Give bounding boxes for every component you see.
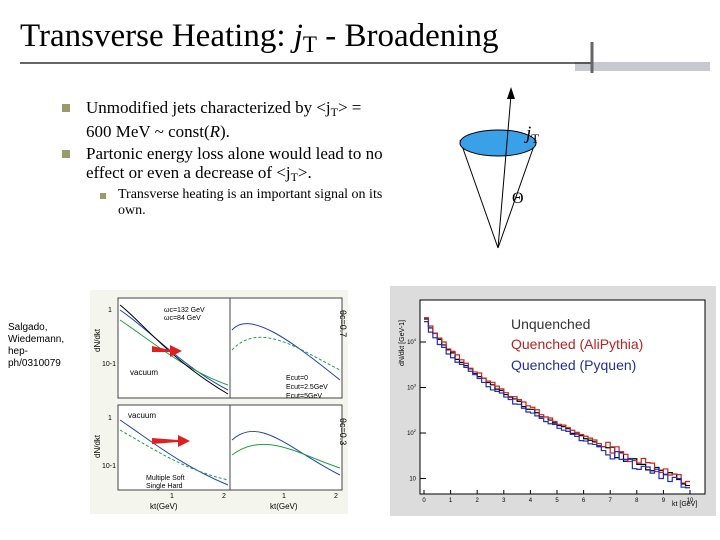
x-tick-label: 8 — [635, 498, 639, 504]
legend: vacuum — [128, 411, 156, 420]
bullet-marker — [62, 150, 70, 158]
panel — [229, 297, 343, 399]
x-tick-label: 7 — [609, 498, 613, 504]
curve — [231, 443, 341, 469]
x-tick-label: 10 — [687, 498, 694, 504]
legend: ωc=132 GeV — [164, 307, 205, 314]
x-tick: 2 — [222, 493, 226, 500]
tick-base: 10 — [407, 431, 414, 437]
sub-bullet: Transverse heating is an important signa… — [118, 187, 388, 219]
text: T — [290, 169, 298, 184]
legend: Single Hard — [146, 483, 183, 490]
text: ). — [220, 121, 230, 141]
tick-base: 10 — [407, 340, 414, 346]
legend: Multiple Soft — [146, 475, 185, 482]
bullet-marker — [100, 193, 106, 199]
title-sub: T — [302, 30, 318, 57]
curve — [119, 429, 229, 481]
x-tick-label: 2 — [476, 498, 480, 504]
legend-entry: Quenched (AliPythia) — [511, 336, 643, 352]
jet-disk — [459, 129, 537, 157]
curve — [119, 304, 229, 395]
text: Transverse heating is an important signa… — [118, 187, 383, 218]
x-tick-label: 4 — [529, 498, 533, 504]
cone-edge — [497, 139, 537, 249]
curve — [119, 419, 229, 486]
x-tick-label: 6 — [582, 498, 586, 504]
y-label: dN/dkt [GeV-1] — [399, 320, 406, 366]
legend: Ecut=2.5GeV — [286, 384, 328, 391]
legend: Ecut=5GeV — [286, 393, 322, 400]
text: Unmodified jets characterized by <j — [86, 98, 331, 117]
curve — [231, 323, 341, 381]
angle: θc=0.3 — [338, 418, 348, 445]
tick-exp: 2 — [414, 428, 417, 433]
x-label: kt [GeV] — [672, 501, 697, 508]
angle-label: Θ — [512, 190, 524, 207]
x-label: kt(GeV) — [150, 502, 178, 511]
panel — [229, 404, 343, 491]
rule-bar — [575, 62, 710, 71]
y-tick-label: 103 — [407, 383, 417, 392]
right-plot: Unquenched Quenched (AliPythia) Quenched… — [390, 286, 716, 516]
cone-edge — [459, 139, 499, 249]
curve — [231, 430, 341, 476]
y-tick-label: 104 — [407, 337, 417, 346]
curve — [231, 336, 341, 371]
legend: ωc=84 GeV — [164, 315, 201, 322]
citation: Salgado, Wiedemann, hep-ph/0310079 — [8, 322, 65, 369]
tick-exp: 4 — [414, 337, 417, 342]
left-plot: ωc=132 GeV ωc=84 GeV vacuum Ecut=0 Ecut=… — [90, 290, 348, 514]
slide-title: Transverse Heating: jT - Broadening — [20, 18, 498, 58]
curve — [119, 309, 229, 391]
bullet: Partonic energy loss alone would lead to… — [86, 144, 386, 187]
jt-arrow — [497, 94, 512, 249]
text: > = 600 MeV ~ const( — [86, 98, 362, 141]
y-tick-label: 102 — [407, 428, 417, 437]
y-label: dN/dkt — [93, 328, 102, 352]
y-tick: 10-1 — [102, 463, 116, 470]
legend-entry: Quenched (Pyquen) — [511, 357, 636, 373]
red-arrow — [152, 435, 190, 447]
jt-label: jT — [523, 123, 539, 146]
x-tick-label: 5 — [555, 498, 559, 504]
y-tick: 1 — [108, 307, 112, 314]
x-label: kt(GeV) — [270, 502, 298, 511]
legend: vacuum — [130, 368, 158, 377]
bullet: Unmodified jets characterized by <jT> = … — [86, 98, 386, 141]
x-tick: 1 — [282, 493, 286, 500]
text: R — [209, 121, 221, 141]
tick-base: 10 — [407, 386, 414, 392]
tick-base: 10 — [409, 477, 416, 483]
y-label: dN/dkt — [93, 434, 102, 458]
plot-area — [419, 299, 706, 495]
x-tick-label: 0 — [422, 498, 426, 504]
x-tick-label: 9 — [662, 498, 666, 504]
title-italic: j — [293, 18, 303, 54]
angle: θc=0.7 — [338, 310, 348, 337]
arrow-head — [507, 87, 515, 99]
title-text: Transverse Heating: — [20, 18, 294, 54]
y-tick-label: 10 — [409, 477, 416, 483]
text: T — [330, 104, 338, 119]
text: Partonic energy loss alone would lead to… — [86, 144, 383, 182]
y-tick: 1 — [108, 415, 112, 422]
y-tick: 10-1 — [102, 361, 116, 368]
tick-exp: 3 — [414, 383, 417, 388]
legend: Ecut=0 — [286, 375, 308, 382]
x-tick-label: 1 — [449, 498, 453, 504]
x-tick-label: 3 — [502, 498, 506, 504]
cone-diagram: jT Θ — [459, 87, 539, 249]
red-arrow — [152, 345, 182, 357]
spectrum — [424, 320, 690, 489]
text: >. — [297, 163, 312, 182]
title-text: - Broadening — [317, 18, 499, 54]
legend-entry: Unquenched — [511, 316, 590, 332]
bullet-marker — [62, 104, 70, 112]
x-tick: 1 — [170, 493, 174, 500]
curve — [119, 319, 229, 386]
title-rule — [20, 42, 710, 73]
x-tick: 2 — [334, 493, 338, 500]
